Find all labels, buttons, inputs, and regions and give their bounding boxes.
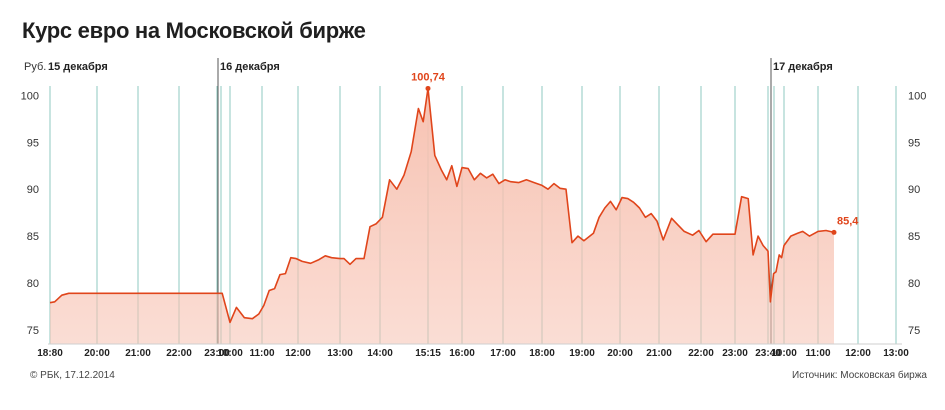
series-area bbox=[50, 88, 834, 345]
x-tick-label: 11:00 bbox=[249, 348, 274, 359]
y-tick-label-right: 100 bbox=[908, 90, 926, 102]
y-tick-label-right: 90 bbox=[908, 184, 920, 196]
last-marker bbox=[831, 229, 837, 235]
day-label: 17 декабря bbox=[773, 61, 833, 73]
x-tick-label: 13:00 bbox=[883, 348, 909, 359]
peak-value-label: 100,74 bbox=[411, 71, 446, 83]
day-label: 16 декабря bbox=[220, 61, 280, 73]
x-tick-label: 22:00 bbox=[688, 348, 714, 359]
x-tick-label: 13:00 bbox=[327, 348, 353, 359]
peak-marker bbox=[425, 85, 431, 91]
y-tick-label-right: 95 bbox=[908, 137, 920, 149]
x-tick-label: 16:00 bbox=[449, 348, 475, 359]
x-tick-label: 19:00 bbox=[569, 348, 595, 359]
y-tick-label-right: 85 bbox=[908, 231, 920, 243]
label-layer: Руб. 15 декабря 16 декабря 17 декабря 100,74… bbox=[24, 61, 859, 235]
y-tick-label-left: 95 bbox=[27, 137, 39, 149]
x-tick-label: 21:00 bbox=[125, 348, 151, 359]
y-tick-label-left: 90 bbox=[27, 184, 39, 196]
x-tick-label: 11:00 bbox=[805, 348, 830, 359]
area-layer bbox=[50, 88, 834, 345]
x-tick-label: 23:00 bbox=[722, 348, 748, 359]
euro-rate-chart: 75 75 80 80 85 85 90 90 95 95 100 100 18:80 20:00 21:0… bbox=[21, 58, 927, 359]
y-tick-label-left: 80 bbox=[27, 278, 39, 290]
y-axis-unit: Руб. bbox=[24, 61, 46, 73]
x-tick-label: 23:40 bbox=[755, 348, 781, 359]
x-tick-label: 17:00 bbox=[490, 348, 516, 359]
chart-credit: © РБК, 17.12.2014 bbox=[30, 370, 115, 381]
axis-layer: 75 75 80 80 85 85 90 90 95 95 100 100 18:80 20:00 21:0… bbox=[21, 90, 927, 359]
y-tick-label-left: 75 bbox=[27, 325, 39, 337]
x-tick-label: 18:00 bbox=[529, 348, 555, 359]
x-tick-label: 12:00 bbox=[845, 348, 871, 359]
y-tick-label-left: 85 bbox=[27, 231, 39, 243]
series-line bbox=[49, 87, 835, 324]
x-tick-label: 23:00 bbox=[204, 348, 230, 359]
x-tick-label: 22:00 bbox=[166, 348, 192, 359]
x-tick-label: 21:00 bbox=[646, 348, 672, 359]
x-tick-label: 10:00 bbox=[217, 348, 243, 359]
x-tick-label: 12:00 bbox=[285, 348, 311, 359]
x-tick-label: 15:15 bbox=[415, 348, 441, 359]
x-tick-label: 18:80 bbox=[37, 348, 63, 359]
x-tick-label: 10:00 bbox=[771, 348, 797, 359]
line-layer bbox=[49, 87, 835, 324]
x-tick-label: 20:00 bbox=[84, 348, 110, 359]
y-tick-label-right: 75 bbox=[908, 325, 920, 337]
y-tick-label-right: 80 bbox=[908, 278, 920, 290]
chart-source: Источник: Московская биржа bbox=[792, 370, 927, 381]
x-tick-label: 14:00 bbox=[367, 348, 393, 359]
y-tick-label-left: 100 bbox=[21, 90, 39, 102]
day-label: 15 декабря bbox=[48, 61, 108, 73]
chart-title: Курс евро на Московской бирже bbox=[22, 18, 366, 43]
last-value-label: 85,4 bbox=[837, 215, 859, 227]
x-tick-label: 20:00 bbox=[607, 348, 633, 359]
